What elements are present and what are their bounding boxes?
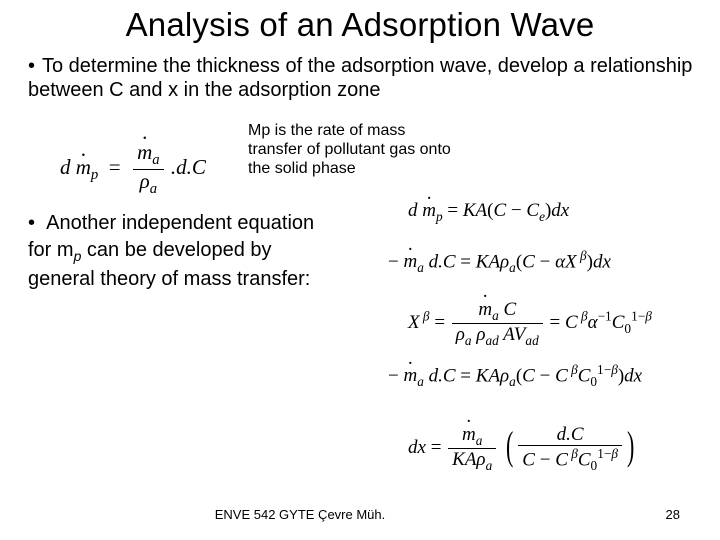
equation-3: − ma d.C = KAρa(C − αX β)dx [388,248,611,276]
bullet-1-text: To determine the thickness of the adsorp… [28,55,692,101]
equation-1: d mp = ma ρa .d.C [60,142,206,197]
footer-center: ENVE 542 GYTE Çevre Müh. [160,507,440,522]
bullet-2: • Another independent equation for mp ca… [28,210,358,293]
bullet-2-line3: general theory of mass transfer: [28,268,310,290]
bullet-2-line2a: for m [28,239,74,261]
equation-6: dx = ma KAρa ( d.C C − C βC01−β ) [408,425,637,472]
equation-4: X β = ma C ρa ρad AVad = C βα−1C01−β [408,300,652,347]
mp-note: Mp is the rate of mass transfer of pollu… [248,122,453,179]
bullet-2-line1: Another independent equation [46,212,314,234]
page-number: 28 [666,507,680,522]
slide: Analysis of an Adsorption Wave •To deter… [0,0,720,540]
bullet-2-line2b: can be developed by [81,239,271,261]
equation-2: d mp = KA(C − Ce)dx [408,200,569,225]
bullet-1: •To determine the thickness of the adsor… [28,54,700,103]
slide-title: Analysis of an Adsorption Wave [0,6,720,44]
bullet-dot-2: • [28,212,46,234]
bullet-dot: • [28,54,42,78]
equation-5: − ma d.C = KAρa(C − C βC01−β)dx [388,362,642,390]
